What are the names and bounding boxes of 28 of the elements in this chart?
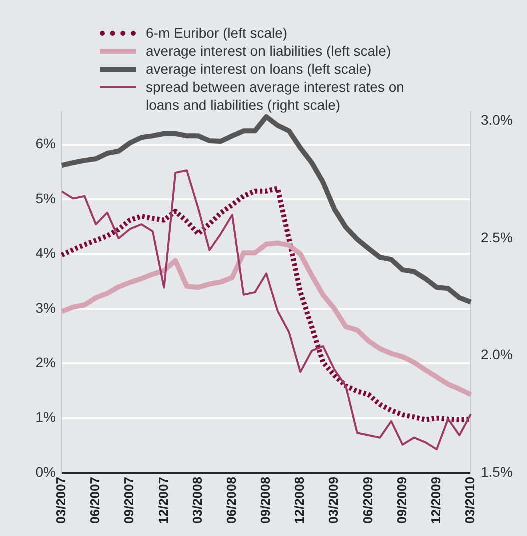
x-tick-label: 06/2008 xyxy=(224,477,239,524)
x-tick-label: 03/2010 xyxy=(462,477,478,524)
y-tick-label: 6% xyxy=(36,136,56,152)
legend-label: average interest on liabilities (left scale) xyxy=(146,42,392,60)
x-tick-label: 12/2007 xyxy=(156,477,171,524)
x-tick-label: 09/2009 xyxy=(394,477,410,524)
legend-label: spread between average interest rates on loans and liabilities (right scale) xyxy=(146,78,406,114)
legend-label: 6-m Euribor (left scale) xyxy=(146,24,288,42)
x-tick-label: 12/2008 xyxy=(292,477,308,524)
x-tick-label: 09/2008 xyxy=(258,477,274,524)
y2-tick-label: 1.5% xyxy=(481,464,513,480)
x-tick-label: 03/2008 xyxy=(190,477,205,524)
legend-label: average interest on loans (left scale) xyxy=(146,60,372,78)
x-tick-label: 12/2009 xyxy=(428,477,444,524)
y-tick-label: 1% xyxy=(36,409,56,426)
y-tick-label: 2% xyxy=(36,354,56,370)
y2-tick-label: 2.5% xyxy=(481,229,513,246)
y-tick-label: 3% xyxy=(36,300,56,316)
x-tick-label: 06/2007 xyxy=(88,477,103,524)
x-tick-label: 03/2009 xyxy=(326,477,342,524)
y-tick-label: 0% xyxy=(36,464,56,480)
y-tick-label: 5% xyxy=(36,190,56,206)
x-tick-label: 03/2007 xyxy=(54,477,69,524)
x-tick-label: 09/2007 xyxy=(122,477,137,524)
y2-tick-label: 2.0% xyxy=(481,346,513,363)
y-tick-label: 4% xyxy=(36,245,56,262)
x-tick-label: 06/2009 xyxy=(360,477,376,524)
y2-tick-label: 3.0% xyxy=(481,112,513,128)
